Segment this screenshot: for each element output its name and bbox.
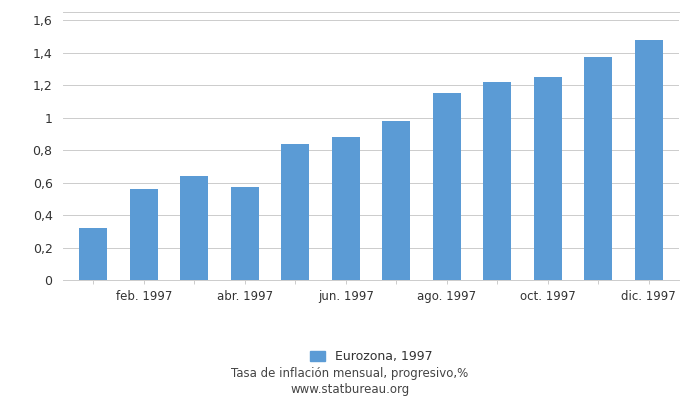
Bar: [635, 40, 663, 280]
Bar: [483, 82, 511, 280]
Bar: [584, 58, 612, 280]
Bar: [382, 121, 410, 280]
Bar: [433, 93, 461, 280]
Bar: [130, 189, 158, 280]
Bar: [281, 144, 309, 280]
Bar: [534, 77, 561, 280]
Text: Tasa de inflación mensual, progresivo,%: Tasa de inflación mensual, progresivo,%: [232, 368, 468, 380]
Bar: [79, 228, 107, 280]
Bar: [332, 137, 360, 280]
Bar: [181, 176, 208, 280]
Legend: Eurozona, 1997: Eurozona, 1997: [304, 345, 438, 368]
Bar: [231, 188, 259, 280]
Text: www.statbureau.org: www.statbureau.org: [290, 384, 410, 396]
